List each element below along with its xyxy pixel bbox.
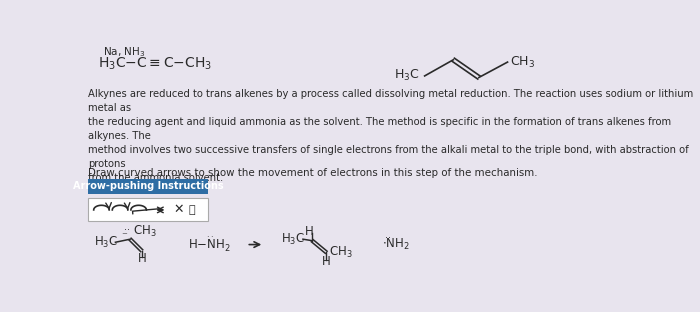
Text: CH$_3$: CH$_3$ xyxy=(133,224,157,239)
Text: H: H xyxy=(304,225,314,238)
Text: H$_3$C$-$C$\equiv$C$-$CH$_3$: H$_3$C$-$C$\equiv$C$-$CH$_3$ xyxy=(97,56,211,72)
Text: CH$_3$: CH$_3$ xyxy=(329,245,353,260)
Text: Draw curved arrows to show the movement of electrons in this step of the mechani: Draw curved arrows to show the movement … xyxy=(88,168,538,178)
Text: ⁻: ⁻ xyxy=(121,231,127,241)
Text: H$_3$C: H$_3$C xyxy=(281,232,305,247)
Text: H$_3$C: H$_3$C xyxy=(393,68,419,84)
Text: $\cdot$NH$_2$: $\cdot$NH$_2$ xyxy=(382,237,410,252)
Text: Arrow-pushing Instructions: Arrow-pushing Instructions xyxy=(73,182,224,192)
Text: Alkynes are reduced to trans alkenes by a process called dissolving metal reduct: Alkynes are reduced to trans alkenes by … xyxy=(88,89,694,183)
Text: CH$_3$: CH$_3$ xyxy=(510,55,535,70)
Text: ··: ·· xyxy=(124,225,130,235)
Text: Na, NH$_3$: Na, NH$_3$ xyxy=(104,45,146,59)
Text: H: H xyxy=(322,255,330,268)
Text: H$-\overset{..}{\text{N}}$H$_2$: H$-\overset{..}{\text{N}}$H$_2$ xyxy=(188,236,231,254)
Bar xyxy=(88,198,209,222)
Text: ··: ·· xyxy=(385,233,391,243)
Text: H$_3$C: H$_3$C xyxy=(94,235,118,250)
Text: 🗑: 🗑 xyxy=(189,205,195,215)
Text: H: H xyxy=(138,252,147,265)
Text: ✕: ✕ xyxy=(173,203,183,217)
Bar xyxy=(88,179,209,194)
